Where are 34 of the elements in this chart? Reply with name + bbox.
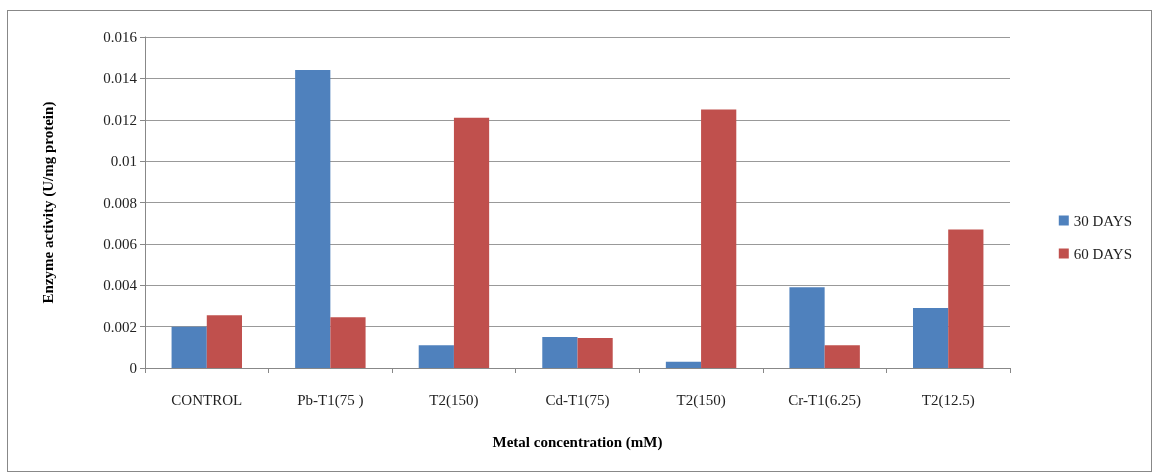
y-tick-label: 0.012 [103, 111, 137, 128]
y-tick-label: 0.004 [103, 277, 138, 294]
bar [542, 336, 578, 368]
bar [948, 229, 984, 368]
bar [665, 361, 702, 368]
x-tick-label: Cd-T1(75) [545, 391, 610, 409]
bar [913, 308, 949, 368]
legend-label: 30 DAYS [1073, 212, 1133, 229]
bar [577, 338, 613, 368]
y-tick-label: 0.014 [103, 70, 138, 87]
x-tick-label: Pb-T1(75 ) [297, 391, 364, 409]
bar [824, 345, 860, 368]
bar [171, 326, 207, 368]
y-axis-title: Enzyme activity (U/mg protein) [39, 101, 57, 304]
bar [330, 317, 366, 368]
legend-label: 60 DAYS [1073, 245, 1133, 262]
y-tick-label: 0.008 [103, 194, 137, 211]
bar [206, 315, 242, 368]
x-tick-label: T2(150) [429, 391, 479, 409]
bar [418, 345, 454, 368]
y-tick-label: 0.01 [110, 153, 137, 170]
x-axis-title: Metal concentration (mM) [492, 433, 663, 451]
bar [701, 109, 737, 368]
y-tick-label: 0.002 [103, 318, 137, 335]
y-tick-label: 0.006 [103, 235, 138, 252]
x-tick-label: CONTROL [171, 391, 243, 408]
y-tick-label: 0 [129, 360, 137, 376]
x-tick-label: T2(150) [676, 391, 726, 409]
x-tick-label: Cr-T1(6.25) [788, 391, 861, 409]
y-tick-label: 0.016 [103, 29, 138, 45]
x-tick-label: T2(12.5) [921, 391, 975, 409]
bar [789, 287, 825, 368]
bar [453, 117, 490, 368]
bar [295, 70, 331, 368]
